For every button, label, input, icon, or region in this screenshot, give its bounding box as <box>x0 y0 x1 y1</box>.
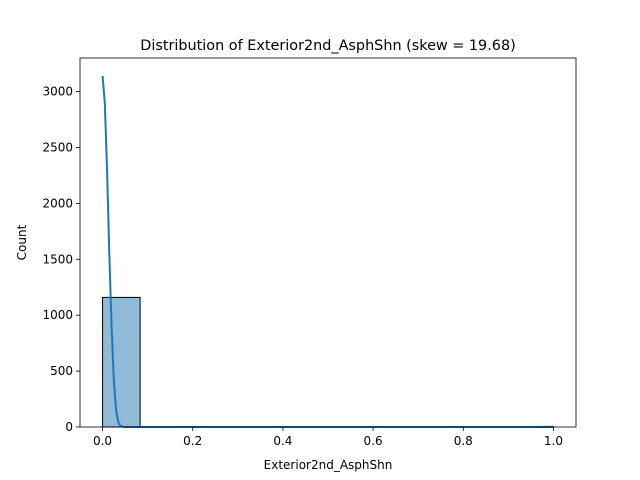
y-tick-label: 500 <box>50 364 73 378</box>
x-tick-label: 0.0 <box>93 434 112 448</box>
y-tick-label: 2500 <box>42 140 73 154</box>
histogram-bar <box>102 296 141 428</box>
x-tick-label: 1.0 <box>544 434 563 448</box>
histogram-bars <box>102 296 554 428</box>
chart-title: Distribution of Exterior2nd_AsphShn (ske… <box>140 38 515 54</box>
kde-line <box>101 75 554 428</box>
y-tick-label: 0 <box>65 420 73 434</box>
x-tick-label: 0.2 <box>183 434 202 448</box>
y-tick-label: 2000 <box>42 196 73 210</box>
y-tick-label: 1500 <box>42 252 73 266</box>
x-ticks: 0.0 0.2 0.4 0.6 0.8 1.0 <box>93 427 563 448</box>
x-axis-label: Exterior2nd_AsphShn <box>264 458 393 472</box>
x-tick-label: 0.8 <box>454 434 473 448</box>
axes <box>79 57 577 428</box>
y-axis-label: Count <box>15 224 29 260</box>
plot-frame <box>79 57 577 428</box>
y-ticks: 0 500 1000 1500 2000 2500 3000 <box>42 85 80 434</box>
y-tick-label: 1000 <box>42 308 73 322</box>
x-tick-label: 0.6 <box>364 434 383 448</box>
x-tick-label: 0.4 <box>273 434 292 448</box>
y-tick-label: 3000 <box>42 85 73 99</box>
